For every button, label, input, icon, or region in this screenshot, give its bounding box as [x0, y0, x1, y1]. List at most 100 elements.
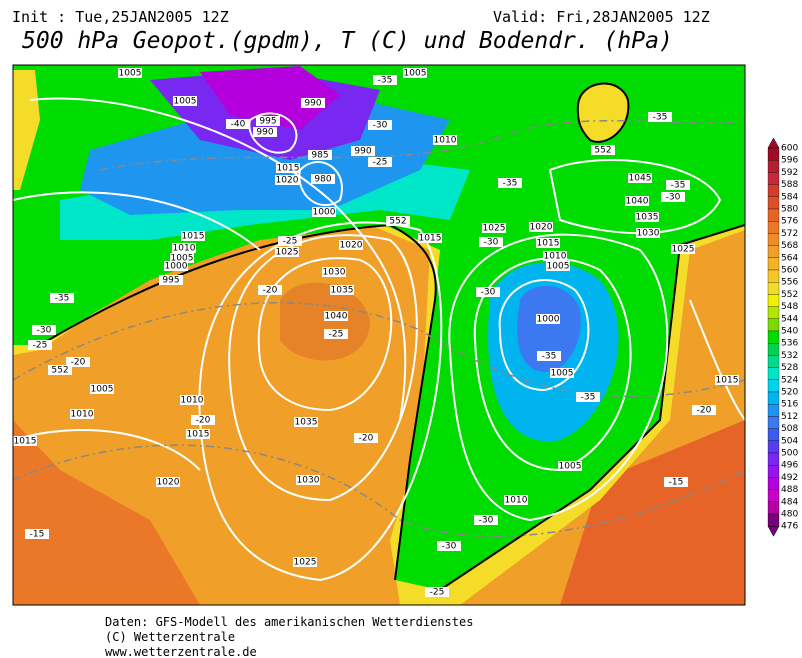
contour-label: -20	[697, 406, 712, 416]
contour-label: 1035	[295, 418, 318, 428]
contour-label: -20	[359, 434, 374, 444]
colorbar-swatch	[767, 294, 780, 307]
contour-label: 1010	[434, 136, 457, 146]
init-time: Init : Tue,25JAN2005 12Z	[12, 8, 229, 26]
label-bg	[256, 116, 280, 126]
label-bg	[354, 433, 378, 443]
colorbar-label: 568	[781, 241, 798, 251]
label-bg	[666, 180, 690, 190]
colorbar-label: 536	[781, 339, 798, 349]
contour-label: -25	[33, 341, 48, 351]
label-bg	[558, 461, 582, 471]
colorbar-label: 544	[781, 314, 798, 324]
contour-label: 1030	[297, 476, 320, 486]
contour-label: -40	[231, 120, 246, 130]
label-bg	[576, 392, 600, 402]
label-bg	[425, 587, 449, 597]
label-bg	[275, 247, 299, 257]
label-bg	[591, 145, 615, 155]
contour-label: -25	[283, 237, 298, 247]
colorbar-swatch	[767, 147, 780, 161]
label-bg	[25, 529, 49, 539]
contour-label: 1025	[672, 245, 695, 255]
colorbar-label: 488	[781, 485, 798, 495]
label-bg	[386, 216, 410, 226]
label-bg	[322, 267, 346, 277]
contour-label: -35	[671, 181, 686, 191]
label-bg	[403, 68, 427, 78]
contour-label: -35	[503, 179, 518, 189]
contour-label: 552	[389, 217, 406, 227]
colorbar-bottom-tip	[767, 525, 780, 537]
contour-label: 1010	[505, 496, 528, 506]
map-frame	[12, 64, 746, 606]
label-bg	[635, 212, 659, 222]
footer-copyright: (C) Wetterzentrale	[105, 630, 235, 644]
contour-label: 1040	[626, 197, 649, 207]
contour-label: 995	[259, 117, 276, 127]
colorbar-label: 528	[781, 363, 798, 373]
label-bg	[301, 98, 325, 108]
contour-label: -20	[196, 416, 211, 426]
label-bg	[90, 384, 114, 394]
label-bg	[482, 223, 506, 233]
colorbar-label: 480	[781, 510, 798, 520]
colorbar-swatch	[767, 233, 780, 246]
label-bg	[543, 251, 567, 261]
label-bg	[373, 75, 397, 85]
contour-label: -15	[669, 478, 684, 488]
label-bg	[368, 157, 392, 167]
colorbar-label: 576	[781, 217, 798, 227]
contour-label: 1010	[181, 396, 204, 406]
contour-label: -30	[484, 238, 499, 248]
label-bg	[324, 329, 348, 339]
contour-label: -20	[263, 286, 278, 296]
contour-label: 552	[51, 366, 68, 376]
contour-label: 1035	[331, 286, 354, 296]
contour-label: -35	[542, 352, 557, 362]
contour-label: 1000	[165, 262, 188, 272]
label-bg	[536, 238, 560, 248]
colorbar-label: 524	[781, 375, 798, 385]
contour-label: 1005	[404, 69, 427, 79]
label-bg	[537, 351, 561, 361]
contour-label: 1005	[91, 385, 114, 395]
contour-label: 1010	[173, 244, 196, 254]
colorbar-swatch	[767, 184, 780, 197]
colorbar-label: 600	[781, 144, 798, 154]
label-bg	[324, 311, 348, 321]
contour-label: 1045	[629, 174, 652, 184]
colorbar-swatch	[767, 330, 780, 344]
label-bg	[13, 436, 37, 446]
contour-label: 995	[162, 276, 179, 286]
colorbar-swatch	[767, 404, 780, 417]
colorbar-label: 516	[781, 400, 798, 410]
label-bg	[164, 261, 188, 271]
colorbar-swatch	[767, 391, 780, 405]
label-bg	[418, 233, 442, 243]
colorbar-label: 492	[781, 473, 798, 483]
label-bg	[296, 475, 320, 485]
label-bg	[437, 541, 461, 551]
colorbar-swatch	[767, 489, 780, 502]
colorbar-swatch	[767, 306, 780, 319]
contour-label: 1015	[716, 376, 739, 386]
contour-label: 980	[314, 175, 331, 185]
contour-label: 1015	[419, 234, 442, 244]
label-bg	[312, 207, 336, 217]
label-bg	[180, 395, 204, 405]
label-bg	[529, 222, 553, 232]
colorbar-swatch	[767, 245, 780, 258]
contour-label: 1005	[119, 69, 142, 79]
label-bg	[226, 119, 250, 129]
colorbar-swatch	[767, 477, 780, 490]
contour-label: -35	[581, 393, 596, 403]
contour-label: 990	[304, 99, 321, 109]
label-bg	[173, 96, 197, 106]
colorbar-swatch	[767, 269, 780, 283]
colorbar-swatch	[767, 355, 780, 368]
colorbar-swatch	[767, 428, 780, 441]
valid-time: Valid: Fri,28JAN2005 12Z	[493, 8, 710, 26]
label-bg	[70, 409, 94, 419]
